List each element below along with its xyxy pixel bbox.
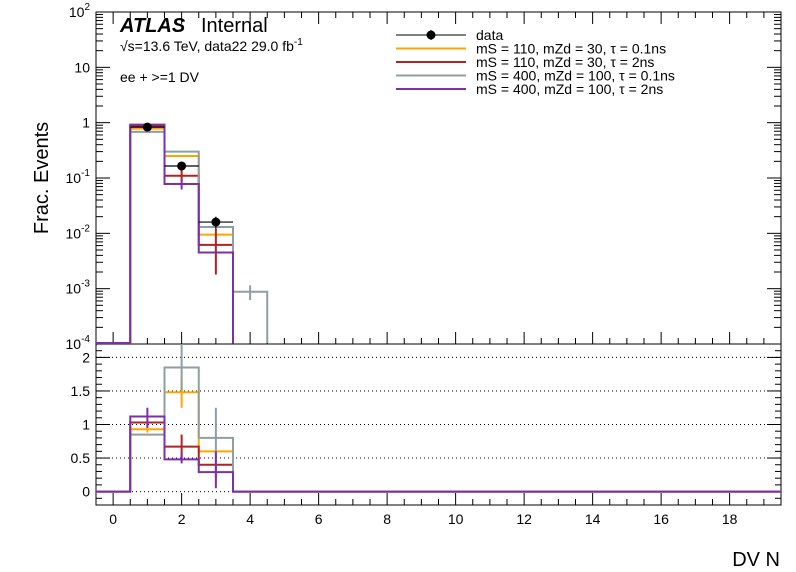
y-tick-label: 10-3 [66, 279, 91, 297]
ratio-histograms [96, 344, 781, 493]
main-axis-ticks: 102 10 1 10-1 10-2 10-3 10-4 [66, 2, 782, 352]
ratio-y-tick-label: 2 [82, 349, 90, 365]
atlas-label: ATLAS [119, 15, 186, 37]
y-tick-label: 10 [74, 59, 90, 75]
x-tick-label: 2 [178, 511, 186, 527]
y-tick-label: 1 [82, 115, 90, 131]
legend-label-s1: mS = 110, mZd = 30, τ = 0.1ns [476, 41, 666, 57]
x-tick-label: 0 [109, 511, 117, 527]
main-histograms [96, 123, 269, 344]
ratio-y-tick-label: 1 [82, 417, 90, 433]
data-point [177, 161, 187, 171]
energy-lumi-label: √s=13.6 TeV, data22 29.0 fb-1 [120, 37, 303, 54]
histogram-s4 [96, 123, 234, 344]
x-tick-label: 16 [653, 511, 669, 527]
x-tick-label: 4 [246, 511, 254, 527]
selection-label: ee + >=1 DV [120, 69, 200, 85]
x-tick-label: 14 [585, 511, 601, 527]
ratio-y-tick-label: 0 [82, 484, 90, 500]
legend-data-marker [426, 30, 436, 40]
legend-label-data: data [476, 27, 503, 43]
x-tick-label: 18 [722, 511, 738, 527]
legend-label-s3: mS = 400, mZd = 100, τ = 0.1ns [476, 68, 675, 84]
x-tick-label: 10 [448, 511, 464, 527]
legend-label-s2: mS = 110, mZd = 30, τ = 2ns [476, 54, 654, 70]
x-tick-label: 12 [516, 511, 532, 527]
ratio-y-tick-label: 1.5 [71, 383, 91, 399]
x-tick-label: 6 [315, 511, 323, 527]
data-point [142, 122, 152, 132]
energy-lumi-sup: -1 [294, 37, 303, 48]
y-tick-label: 10-2 [66, 223, 91, 241]
x-axis-label: DV N [732, 549, 780, 571]
data-points [130, 122, 233, 229]
y-tick-label: 10-1 [66, 168, 91, 186]
y-tick-label: 102 [69, 2, 91, 20]
y-tick-label: 10-4 [66, 334, 91, 352]
y-axis-label: Frac. Events [31, 122, 53, 234]
ratio-axis-ticks: 0 0.5 1 1.5 2 0 2 4 6 8 10 12 14 16 18 [71, 343, 782, 527]
legend-label-s4: mS = 400, mZd = 100, τ = 2ns [476, 81, 663, 97]
data-point [211, 217, 221, 227]
atlas-internal-label: Internal [201, 15, 268, 37]
x-tick-label: 8 [383, 511, 391, 527]
energy-lumi-text: √s=13.6 TeV, data22 29.0 fb [120, 38, 294, 54]
ratio-y-tick-label: 0.5 [71, 450, 91, 466]
